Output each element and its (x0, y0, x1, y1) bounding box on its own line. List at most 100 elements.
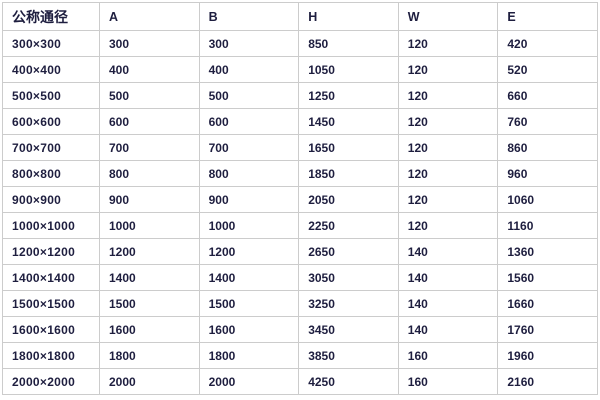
table-cell: 2160 (497, 368, 598, 395)
table-row: 500×500 500 500 1250 120 660 (2, 82, 598, 109)
table-cell: 120 (397, 56, 499, 83)
table-cell: 2250 (298, 212, 399, 239)
table-row: 1800×1800 1800 1800 3850 160 1960 (2, 342, 598, 369)
table-cell: 1200×1200 (2, 238, 100, 265)
table-cell: 1000 (198, 212, 300, 239)
table-cell: 850 (298, 30, 399, 57)
table-cell: 700 (198, 134, 300, 161)
header-cell-h: H (298, 2, 399, 31)
table-row: 1000×1000 1000 1000 2250 120 1160 (2, 212, 598, 239)
table-cell: 900 (198, 186, 300, 213)
table-row: 1400×1400 1400 1400 3050 140 1560 (2, 264, 598, 291)
table-cell: 1600 (99, 316, 200, 343)
table-cell: 140 (397, 264, 499, 291)
table-cell: 3050 (298, 264, 399, 291)
table-cell: 660 (497, 82, 598, 109)
table-cell: 2000 (198, 368, 300, 395)
table-cell: 120 (397, 212, 499, 239)
table-cell: 1800×1800 (2, 342, 100, 369)
table-cell: 500 (99, 82, 200, 109)
table-cell: 2050 (298, 186, 399, 213)
table-cell: 300 (99, 30, 200, 57)
table-cell: 420 (497, 30, 598, 57)
table-cell: 1050 (298, 56, 399, 83)
table-cell: 300 (198, 30, 300, 57)
table-row: 1200×1200 1200 1200 2650 140 1360 (2, 238, 598, 265)
table-cell: 860 (497, 134, 598, 161)
table-cell: 120 (397, 82, 499, 109)
table-cell: 1760 (497, 316, 598, 343)
table-cell: 500×500 (2, 82, 100, 109)
table-cell: 600 (198, 108, 300, 135)
table-cell: 700×700 (2, 134, 100, 161)
table-cell: 2000 (99, 368, 200, 395)
table-cell: 520 (497, 56, 598, 83)
table-cell: 1200 (99, 238, 200, 265)
table-cell: 1960 (497, 342, 598, 369)
table-cell: 120 (397, 160, 499, 187)
table-cell: 140 (397, 238, 499, 265)
table-cell: 400 (198, 56, 300, 83)
table-cell: 1160 (497, 212, 598, 239)
table-cell: 700 (99, 134, 200, 161)
spec-table-container: 公称通径 A B H W E 300×300 300 300 850 120 420 400×400 4… (2, 2, 598, 395)
table-cell: 3450 (298, 316, 399, 343)
table-cell: 160 (397, 368, 499, 395)
table-cell: 960 (497, 160, 598, 187)
table-cell: 3250 (298, 290, 399, 317)
table-cell: 1000 (99, 212, 200, 239)
table-cell: 1500×1500 (2, 290, 100, 317)
table-cell: 1200 (198, 238, 300, 265)
table-cell: 1560 (497, 264, 598, 291)
table-cell: 1400×1400 (2, 264, 100, 291)
table-cell: 300×300 (2, 30, 100, 57)
table-row: 300×300 300 300 850 120 420 (2, 30, 598, 57)
header-cell-b: B (198, 2, 300, 31)
header-cell-nominal-diameter: 公称通径 (2, 2, 100, 31)
table-cell: 400 (99, 56, 200, 83)
table-row: 2000×2000 2000 2000 4250 160 2160 (2, 368, 598, 395)
table-cell: 120 (397, 30, 499, 57)
table-cell: 1800 (99, 342, 200, 369)
table-cell: 1500 (99, 290, 200, 317)
table-row: 1500×1500 1500 1500 3250 140 1660 (2, 290, 598, 317)
table-cell: 2000×2000 (2, 368, 100, 395)
table-cell: 1500 (198, 290, 300, 317)
table-cell: 1800 (198, 342, 300, 369)
table-cell: 140 (397, 316, 499, 343)
table-row: 800×800 800 800 1850 120 960 (2, 160, 598, 187)
table-row: 900×900 900 900 2050 120 1060 (2, 186, 598, 213)
table-row: 1600×1600 1600 1600 3450 140 1760 (2, 316, 598, 343)
table-cell: 900×900 (2, 186, 100, 213)
table-cell: 800×800 (2, 160, 100, 187)
header-cell-w: W (397, 2, 499, 31)
table-cell: 120 (397, 134, 499, 161)
table-cell: 3850 (298, 342, 399, 369)
table-cell: 1450 (298, 108, 399, 135)
table-cell: 800 (198, 160, 300, 187)
table-cell: 1400 (198, 264, 300, 291)
header-cell-a: A (99, 2, 200, 31)
table-cell: 160 (397, 342, 499, 369)
table-cell: 600 (99, 108, 200, 135)
table-cell: 1360 (497, 238, 598, 265)
table-cell: 1060 (497, 186, 598, 213)
table-cell: 1250 (298, 82, 399, 109)
table-cell: 1650 (298, 134, 399, 161)
table-cell: 800 (99, 160, 200, 187)
table-header-row: 公称通径 A B H W E (2, 2, 598, 31)
table-cell: 4250 (298, 368, 399, 395)
table-cell: 400×400 (2, 56, 100, 83)
dimension-spec-table: 公称通径 A B H W E 300×300 300 300 850 120 420 400×400 4… (2, 2, 598, 395)
table-cell: 1660 (497, 290, 598, 317)
table-cell: 1600×1600 (2, 316, 100, 343)
table-cell: 2650 (298, 238, 399, 265)
table-cell: 900 (99, 186, 200, 213)
table-cell: 600×600 (2, 108, 100, 135)
table-cell: 500 (198, 82, 300, 109)
header-cell-e: E (497, 2, 598, 31)
table-cell: 1400 (99, 264, 200, 291)
table-cell: 120 (397, 108, 499, 135)
table-row: 700×700 700 700 1650 120 860 (2, 134, 598, 161)
table-row: 600×600 600 600 1450 120 760 (2, 108, 598, 135)
